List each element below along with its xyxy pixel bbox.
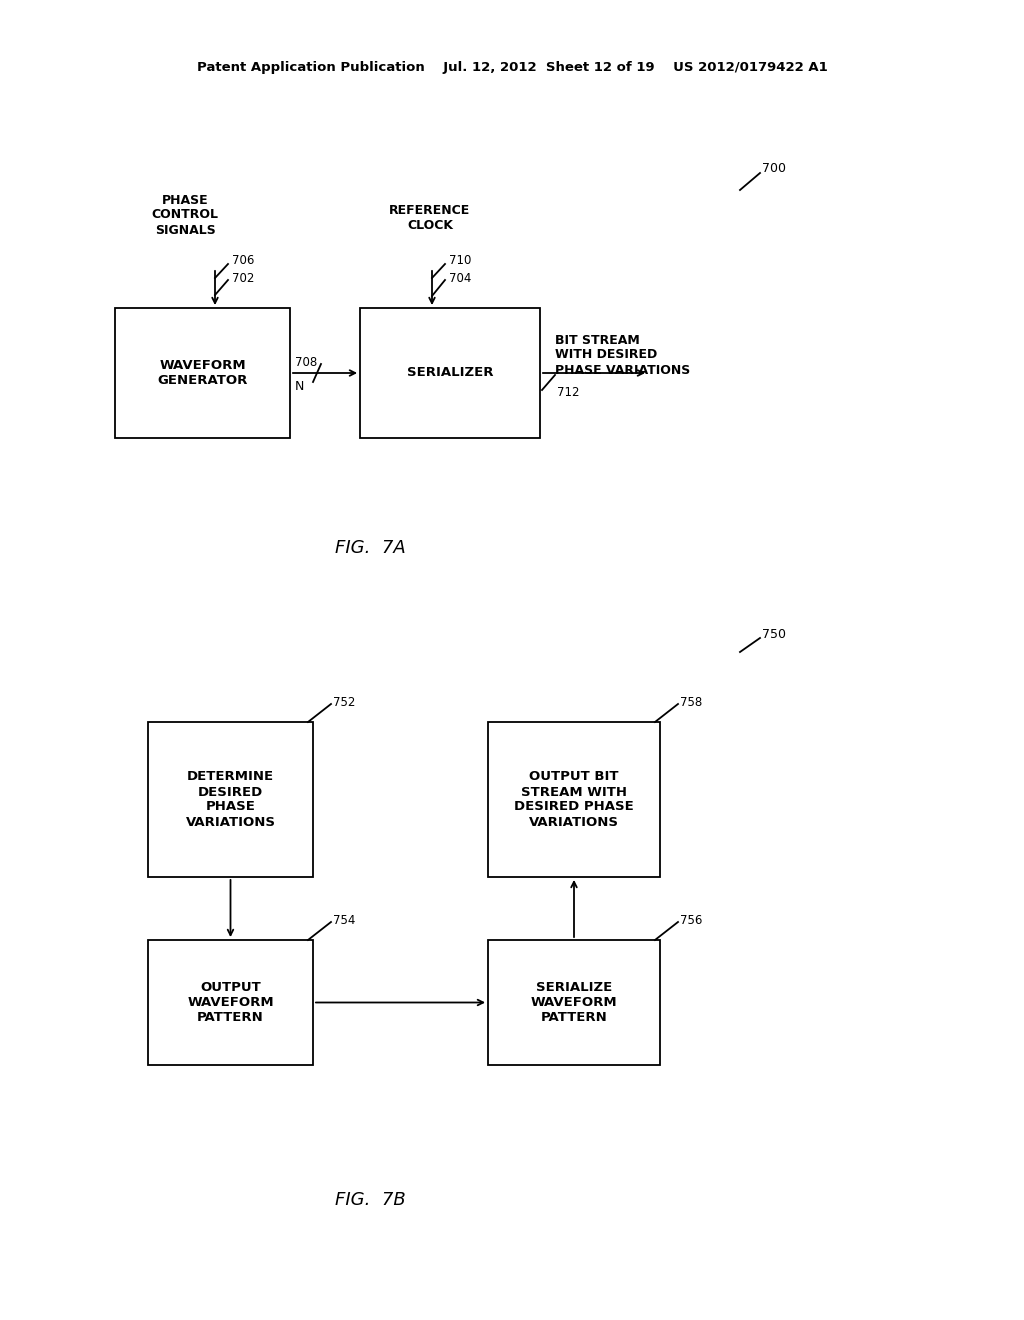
Bar (115, 308, 290, 438)
Text: WAVEFORM
GENERATOR: WAVEFORM GENERATOR (158, 359, 248, 387)
Text: 710: 710 (449, 255, 471, 268)
Text: PHASE
CONTROL
SIGNALS: PHASE CONTROL SIGNALS (152, 194, 218, 236)
Text: 712: 712 (557, 387, 580, 400)
Text: 708: 708 (295, 356, 317, 370)
Bar (360, 308, 540, 438)
Text: SERIALIZER: SERIALIZER (407, 367, 494, 380)
Text: Patent Application Publication    Jul. 12, 2012  Sheet 12 of 19    US 2012/01794: Patent Application Publication Jul. 12, … (197, 62, 827, 74)
Text: 700: 700 (762, 161, 786, 174)
Text: FIG.  7A: FIG. 7A (335, 539, 406, 557)
Text: REFERENCE
CLOCK: REFERENCE CLOCK (389, 205, 471, 232)
Text: 702: 702 (232, 272, 254, 285)
Bar (488, 940, 660, 1065)
Text: SERIALIZE
WAVEFORM
PATTERN: SERIALIZE WAVEFORM PATTERN (530, 981, 617, 1024)
Text: 758: 758 (680, 696, 702, 709)
Bar (148, 940, 313, 1065)
Text: 756: 756 (680, 913, 702, 927)
Text: N: N (295, 380, 304, 393)
Text: OUTPUT BIT
STREAM WITH
DESIRED PHASE
VARIATIONS: OUTPUT BIT STREAM WITH DESIRED PHASE VAR… (514, 771, 634, 829)
Text: 704: 704 (449, 272, 471, 285)
Text: BIT STREAM
WITH DESIRED
PHASE VARIATIONS: BIT STREAM WITH DESIRED PHASE VARIATIONS (555, 334, 690, 376)
Bar (488, 722, 660, 876)
Text: 752: 752 (333, 696, 355, 709)
Text: FIG.  7B: FIG. 7B (335, 1191, 406, 1209)
Text: 754: 754 (333, 913, 355, 927)
Bar (148, 722, 313, 876)
Text: OUTPUT
WAVEFORM
PATTERN: OUTPUT WAVEFORM PATTERN (187, 981, 273, 1024)
Text: 706: 706 (232, 255, 254, 268)
Text: 750: 750 (762, 628, 786, 642)
Text: DETERMINE
DESIRED
PHASE
VARIATIONS: DETERMINE DESIRED PHASE VARIATIONS (185, 771, 275, 829)
